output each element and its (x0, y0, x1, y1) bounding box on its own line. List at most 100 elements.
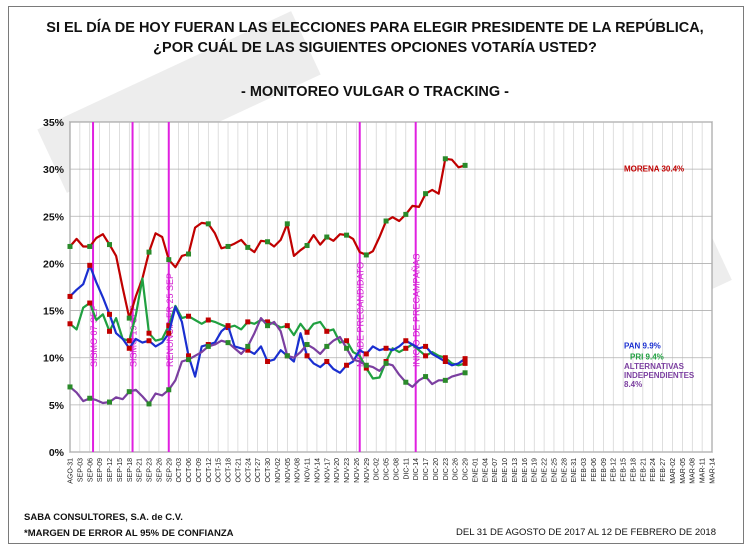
x-tick-label: DIC-26 (453, 458, 460, 480)
series-label: MORENA 30.4% (624, 164, 684, 173)
chart-title-line2: ¿POR CUÁL DE LAS SIGUIENTES OPCIONES VOT… (153, 40, 597, 56)
x-tick-label: FEB-03 (581, 458, 588, 482)
x-tick-label: SEP-03 (77, 458, 84, 482)
y-tick-label: 30% (43, 164, 65, 176)
data-point-marker (462, 162, 468, 168)
data-point-marker (265, 358, 271, 364)
data-point-marker (423, 343, 429, 349)
x-tick-label: FEB-18 (630, 458, 637, 482)
chart-title-line1: SI EL DÍA DE HOY FUERAN LAS ELECCIONES P… (46, 20, 704, 36)
x-tick-label: ENE-22 (542, 458, 549, 483)
data-point-marker (462, 360, 468, 366)
data-point-marker (363, 362, 369, 368)
data-point-marker (186, 313, 192, 319)
data-point-marker (265, 239, 271, 245)
x-tick-label: NOV-02 (275, 458, 282, 483)
data-point-marker (67, 384, 73, 390)
x-tick-label: NOV-29 (364, 458, 371, 483)
data-point-marker (363, 365, 369, 371)
x-tick-label: SEP-06 (87, 458, 94, 482)
data-point-marker (107, 328, 113, 334)
x-tick-label: OCT-24 (245, 458, 252, 483)
data-point-marker (265, 319, 271, 325)
event-label: SISMO 19 SEP (129, 305, 139, 367)
data-point-marker (186, 357, 192, 363)
event-label: MEADE PRECANDIDATO (356, 262, 366, 367)
series-label: PRI 9.4% (630, 353, 664, 362)
data-point-marker (205, 221, 211, 227)
data-point-marker (126, 345, 132, 351)
data-point-marker (265, 323, 271, 329)
data-point-marker (442, 358, 448, 364)
x-tick-label: OCT-09 (196, 458, 203, 483)
x-tick-label: NOV-08 (295, 458, 302, 483)
data-point-marker (186, 353, 192, 359)
x-tick-label: FEB-24 (650, 458, 657, 482)
x-tick-label: NOV-23 (344, 458, 351, 483)
data-point-marker (245, 319, 251, 325)
x-tick-label: DIC-23 (443, 458, 450, 480)
x-tick-label: SEP-23 (147, 458, 154, 482)
data-point-marker (146, 330, 152, 336)
data-point-marker (205, 343, 211, 349)
footer-company: SABA CONSULTORES, S.A. de C.V. (24, 512, 183, 523)
data-point-marker (324, 343, 330, 349)
data-point-marker (442, 355, 448, 361)
x-tick-label: NOV-05 (285, 458, 292, 483)
x-tick-label: NOV-17 (324, 458, 331, 483)
x-tick-label: SEP-09 (97, 458, 104, 482)
data-point-marker (344, 362, 350, 368)
data-point-marker (462, 370, 468, 376)
data-point-marker (205, 317, 211, 323)
data-point-marker (363, 351, 369, 357)
x-tick-label: DIC-17 (423, 458, 430, 480)
data-point-marker (67, 321, 73, 327)
data-point-marker (383, 360, 389, 366)
x-tick-label: NOV-14 (314, 458, 321, 483)
x-tick-label: FEB-21 (640, 458, 647, 482)
y-tick-label: 10% (43, 353, 65, 365)
data-point-marker (304, 329, 310, 335)
data-point-marker (344, 232, 350, 238)
x-tick-label: ENE-13 (512, 458, 519, 483)
x-tick-label: SEP-21 (137, 458, 144, 482)
x-tick-label: AGO-31 (68, 458, 75, 484)
data-point-marker (87, 262, 93, 268)
data-point-marker (304, 353, 310, 359)
data-point-marker (383, 345, 389, 351)
series-label: ALTERNATIVAS (624, 362, 685, 371)
x-tick-label: ENE-04 (482, 458, 489, 483)
x-tick-label: NOV-20 (334, 458, 341, 483)
x-tick-label: DIC-05 (384, 458, 391, 480)
data-point-marker (324, 358, 330, 364)
x-tick-label: OCT-21 (235, 458, 242, 483)
x-tick-label: OCT-18 (226, 458, 233, 483)
data-point-marker (442, 156, 448, 162)
data-point-marker (87, 243, 93, 249)
data-point-marker (225, 323, 231, 329)
x-tick-label: OCT-03 (176, 458, 183, 483)
x-tick-label: SEP-26 (156, 458, 163, 482)
data-point-marker (126, 338, 132, 344)
data-point-marker (324, 234, 330, 240)
x-tick-label: ENE-31 (571, 458, 578, 483)
data-point-marker (107, 311, 113, 317)
data-point-marker (462, 356, 468, 362)
data-point-marker (166, 387, 172, 393)
data-point-marker (225, 340, 231, 346)
data-point-marker (423, 191, 429, 197)
data-point-marker (146, 338, 152, 344)
x-tick-label: ENE-16 (522, 458, 529, 483)
footer-margin-note: *MARGEN DE ERROR AL 95% DE CONFIANZA (24, 528, 234, 539)
data-point-marker (383, 218, 389, 224)
data-point-marker (67, 293, 73, 299)
y-tick-label: 15% (43, 306, 65, 318)
data-point-marker (126, 389, 132, 395)
x-tick-label: DIC-14 (413, 458, 420, 480)
y-tick-label: 25% (43, 211, 65, 223)
x-tick-label: DIC-08 (393, 458, 400, 480)
data-point-marker (423, 353, 429, 359)
event-label: INICIO DE PRECAMPAÑAS (412, 254, 422, 367)
data-point-marker (166, 330, 172, 336)
